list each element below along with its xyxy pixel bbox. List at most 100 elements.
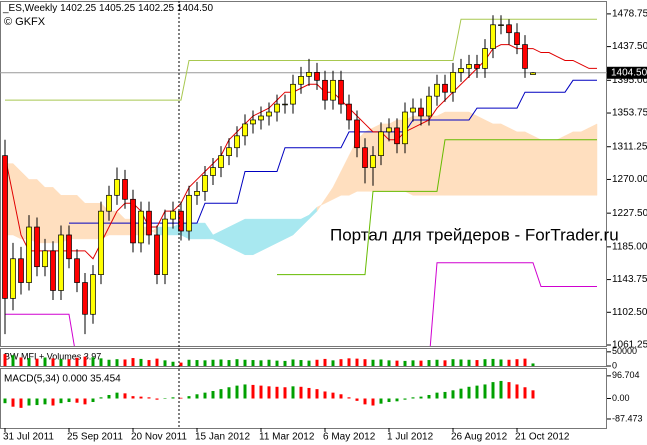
macd-bar	[499, 380, 503, 399]
mfi-bar	[379, 359, 383, 366]
candle-body	[378, 131, 384, 157]
macd-bar	[195, 394, 199, 399]
cloud-segment	[276, 218, 286, 244]
candle-body	[530, 72, 536, 75]
mfi-title: BW MFI + Volumes 3.97	[4, 351, 101, 361]
cloud-segment	[508, 127, 518, 196]
cloud-segment	[468, 111, 478, 196]
macd-panel	[0, 368, 607, 429]
macd-bar	[427, 394, 431, 399]
cloud-segment	[196, 222, 206, 240]
cloud-segment	[412, 115, 422, 196]
y-tick-label: 1395.00	[612, 75, 647, 86]
candle-body	[474, 64, 480, 69]
candle-body	[234, 135, 240, 149]
y-tick-label: 1143.75	[612, 274, 647, 285]
mfi-bar	[499, 359, 503, 366]
macd-bar	[307, 387, 311, 399]
mfi-bar	[443, 360, 447, 366]
candle-body	[66, 234, 72, 260]
macd-bar	[51, 398, 55, 406]
open: 1402.25	[60, 3, 97, 14]
cloud-segment	[492, 123, 502, 196]
mfi-bar	[123, 359, 127, 366]
candle-body	[50, 250, 56, 291]
mfi-bar	[83, 356, 87, 366]
macd-bar	[115, 392, 119, 399]
macd-bar	[403, 398, 407, 400]
mfi-bar	[267, 359, 271, 366]
mfi-bar	[155, 358, 159, 366]
candle-body	[250, 119, 256, 125]
macd-bar	[283, 387, 287, 399]
mfi-bar	[115, 359, 119, 366]
cloud-segment	[420, 115, 430, 196]
candle-body	[482, 48, 488, 69]
candle-body	[114, 179, 120, 196]
price-label-box	[607, 66, 647, 79]
macd-bar	[355, 398, 359, 401]
macd-bar	[387, 398, 391, 403]
mfi-bar	[203, 360, 207, 366]
macd-bar	[27, 398, 31, 406]
candle-body	[434, 83, 440, 97]
cloud-segment	[572, 131, 582, 196]
mfi-bar	[507, 359, 511, 366]
cloud-segment	[452, 111, 462, 196]
macd-bar	[347, 397, 351, 399]
candle-body	[162, 218, 168, 275]
candle-body	[202, 175, 208, 192]
y-tick-label: -87.473	[612, 413, 643, 423]
mfi-bar	[243, 359, 247, 366]
cloud-segment	[236, 218, 246, 256]
x-tick-label: 15 Jan 2012	[195, 432, 250, 443]
mfi-bar	[131, 358, 135, 366]
mfi-bar	[187, 359, 191, 366]
candle-body	[322, 79, 328, 101]
cloud-segment	[444, 111, 454, 196]
macd-bar	[35, 398, 39, 406]
mfi-bar	[307, 360, 311, 366]
macd-bar	[59, 398, 63, 404]
macd-bar	[83, 398, 87, 405]
mfi-bar	[523, 358, 527, 366]
candle-body	[122, 179, 128, 200]
candle-body	[346, 103, 352, 121]
candle-body	[26, 226, 32, 283]
candle-body	[90, 274, 96, 315]
candle-body	[426, 95, 432, 117]
cloud-segment	[428, 115, 438, 196]
mfi-bar	[67, 359, 71, 366]
mfi-bar	[227, 360, 231, 366]
macd-bar	[483, 384, 487, 399]
candle-body	[98, 210, 104, 275]
cloud-segment	[260, 218, 270, 252]
cloud-segment	[516, 131, 526, 196]
mfi-bar	[435, 359, 439, 366]
macd-bar	[315, 389, 319, 399]
symbol: _ES,Weekly	[2, 3, 57, 14]
mfi-bar	[35, 358, 39, 366]
x-tick-label: 31 Jul 2011	[3, 432, 54, 443]
macd-bar	[531, 390, 535, 399]
y-tick-label: 1311.25	[612, 141, 647, 152]
macd-bar	[123, 393, 127, 399]
candle-body	[42, 250, 48, 268]
candle-body	[82, 282, 88, 315]
y-tick-label: 0	[612, 360, 617, 370]
candle-body	[354, 119, 360, 149]
mfi-bar	[107, 359, 111, 366]
candle-body	[338, 79, 344, 105]
x-tick-label: 1 Jul 2012	[387, 432, 434, 443]
candle-body	[458, 68, 464, 73]
cloud-segment	[548, 139, 558, 196]
macd-bar	[219, 389, 223, 399]
mfi-bar	[251, 360, 255, 366]
macd-bar	[75, 398, 79, 403]
close: 1404.50	[177, 3, 214, 14]
candle-body	[154, 234, 160, 275]
macd-bar	[187, 396, 191, 399]
y-tick-label: 96.704	[612, 370, 640, 380]
mfi-bar	[467, 359, 471, 366]
x-tick-label: 21 Oct 2012	[515, 432, 570, 443]
